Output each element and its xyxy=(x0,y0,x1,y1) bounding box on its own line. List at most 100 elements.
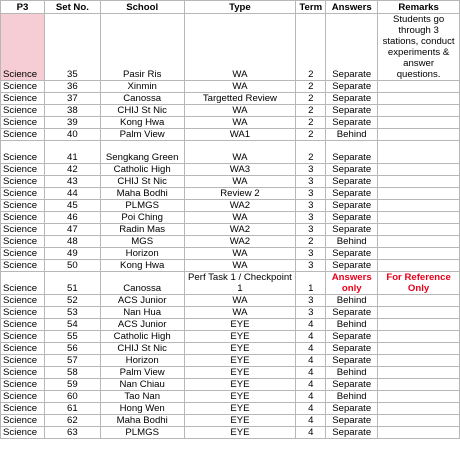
cell-remarks[interactable] xyxy=(377,414,460,427)
cell-subject[interactable]: Science xyxy=(0,163,45,176)
cell-answers[interactable]: Behind xyxy=(325,294,379,307)
cell-set-no[interactable]: 63 xyxy=(43,426,101,439)
cell-set-no[interactable]: 61 xyxy=(43,402,101,415)
cell-term[interactable]: 4 xyxy=(295,342,327,355)
cell-type[interactable]: Targetted Review xyxy=(183,92,297,105)
cell-set-no[interactable]: 40 xyxy=(43,128,101,141)
cell-answers[interactable]: Separate xyxy=(325,104,379,117)
cell-term[interactable]: 1 xyxy=(295,271,327,295)
cell-set-no[interactable]: 60 xyxy=(43,390,101,403)
cell-answers[interactable]: Separate xyxy=(325,80,379,93)
cell-term[interactable]: 4 xyxy=(295,366,327,379)
cell-subject[interactable]: Science xyxy=(0,294,45,307)
cell-answers[interactable]: Behind xyxy=(325,235,379,248)
cell-remarks[interactable] xyxy=(377,187,460,200)
cell-school[interactable]: Palm View xyxy=(99,366,185,379)
cell-type[interactable]: WA xyxy=(183,294,297,307)
cell-type[interactable]: WA xyxy=(183,80,297,93)
cell-remarks[interactable]: For Reference Only xyxy=(377,271,460,295)
cell-remarks[interactable] xyxy=(377,402,460,415)
cell-term[interactable]: 4 xyxy=(295,330,327,343)
cell-school[interactable]: Palm View xyxy=(99,128,185,141)
cell-type[interactable]: Review 2 xyxy=(183,187,297,200)
cell-term[interactable]: 4 xyxy=(295,414,327,427)
cell-subject[interactable]: Science xyxy=(0,235,45,248)
cell-school[interactable]: Radin Mas xyxy=(99,223,185,236)
cell-answers[interactable]: Behind xyxy=(325,128,379,141)
cell-school[interactable]: Kong Hwa xyxy=(99,116,185,129)
cell-set-no[interactable]: 50 xyxy=(43,259,101,272)
cell-school[interactable]: Pasir Ris xyxy=(99,13,185,81)
cell-set-no[interactable]: 41 xyxy=(43,140,101,164)
cell-term[interactable]: 2 xyxy=(295,13,327,81)
cell-subject[interactable]: Science xyxy=(0,378,45,391)
cell-subject[interactable]: Science xyxy=(0,259,45,272)
cell-subject[interactable]: Science xyxy=(0,128,45,141)
cell-subject[interactable]: Science xyxy=(0,80,45,93)
cell-set-no[interactable]: 45 xyxy=(43,199,101,212)
cell-remarks[interactable] xyxy=(377,128,460,141)
cell-term[interactable]: 2 xyxy=(295,92,327,105)
cell-subject[interactable]: Science xyxy=(0,366,45,379)
cell-type[interactable]: WA xyxy=(183,104,297,117)
cell-set-no[interactable]: 51 xyxy=(43,271,101,295)
cell-answers[interactable]: Separate xyxy=(325,92,379,105)
cell-subject[interactable]: Science xyxy=(0,426,45,439)
cell-term[interactable]: 2 xyxy=(295,104,327,117)
cell-term[interactable]: 3 xyxy=(295,294,327,307)
cell-answers[interactable]: Separate xyxy=(325,402,379,415)
cell-school[interactable]: Maha Bodhi xyxy=(99,187,185,200)
cell-school[interactable]: Maha Bodhi xyxy=(99,414,185,427)
cell-term[interactable]: 4 xyxy=(295,426,327,439)
cell-type[interactable]: EYE xyxy=(183,330,297,343)
cell-term[interactable]: 4 xyxy=(295,378,327,391)
cell-set-no[interactable]: 49 xyxy=(43,247,101,260)
cell-type[interactable]: WA3 xyxy=(183,163,297,176)
cell-subject[interactable]: Science xyxy=(0,211,45,224)
cell-type[interactable]: EYE xyxy=(183,318,297,331)
cell-term[interactable]: 4 xyxy=(295,354,327,367)
cell-remarks[interactable] xyxy=(377,175,460,188)
cell-type[interactable]: WA xyxy=(183,116,297,129)
cell-term[interactable]: 3 xyxy=(295,306,327,319)
cell-subject[interactable]: Science xyxy=(0,330,45,343)
cell-term[interactable]: 3 xyxy=(295,187,327,200)
cell-term[interactable]: 2 xyxy=(295,235,327,248)
cell-school[interactable]: Horizon xyxy=(99,354,185,367)
cell-subject[interactable]: Science xyxy=(0,414,45,427)
cell-subject[interactable]: Science xyxy=(0,402,45,415)
header-term[interactable]: Term xyxy=(295,0,327,14)
cell-subject[interactable]: Science xyxy=(0,140,45,164)
header-set-no[interactable]: Set No. xyxy=(43,0,101,14)
cell-term[interactable]: 3 xyxy=(295,199,327,212)
cell-remarks[interactable] xyxy=(377,330,460,343)
cell-remarks[interactable] xyxy=(377,80,460,93)
cell-type[interactable]: WA xyxy=(183,211,297,224)
cell-subject[interactable]: Science xyxy=(0,390,45,403)
cell-answers[interactable]: Behind xyxy=(325,318,379,331)
cell-set-no[interactable]: 52 xyxy=(43,294,101,307)
cell-set-no[interactable]: 57 xyxy=(43,354,101,367)
cell-type[interactable]: WA xyxy=(183,140,297,164)
cell-set-no[interactable]: 59 xyxy=(43,378,101,391)
cell-answers[interactable]: Answers only xyxy=(325,271,379,295)
cell-school[interactable]: Xinmin xyxy=(99,80,185,93)
cell-remarks[interactable] xyxy=(377,223,460,236)
cell-type[interactable]: EYE xyxy=(183,378,297,391)
cell-remarks[interactable] xyxy=(377,104,460,117)
cell-subject[interactable]: Science xyxy=(0,116,45,129)
cell-school[interactable]: ACS Junior xyxy=(99,318,185,331)
cell-remarks[interactable] xyxy=(377,426,460,439)
cell-subject[interactable]: Science xyxy=(0,13,45,81)
cell-remarks[interactable] xyxy=(377,390,460,403)
cell-remarks[interactable] xyxy=(377,211,460,224)
cell-answers[interactable]: Separate xyxy=(325,13,379,81)
cell-type[interactable]: WA2 xyxy=(183,235,297,248)
cell-remarks[interactable] xyxy=(377,140,460,164)
cell-subject[interactable]: Science xyxy=(0,223,45,236)
cell-type[interactable]: WA xyxy=(183,13,297,81)
cell-subject[interactable]: Science xyxy=(0,187,45,200)
cell-answers[interactable]: Separate xyxy=(325,199,379,212)
cell-set-no[interactable]: 54 xyxy=(43,318,101,331)
cell-answers[interactable]: Separate xyxy=(325,330,379,343)
